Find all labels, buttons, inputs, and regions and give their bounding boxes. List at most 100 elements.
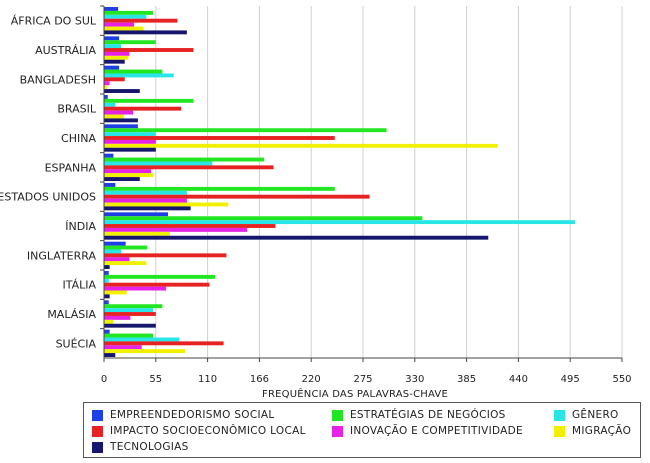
bar bbox=[104, 51, 130, 56]
category-label: ÁFRICA DO SUL bbox=[11, 15, 97, 28]
bar bbox=[104, 198, 187, 203]
legend-swatch bbox=[332, 425, 343, 437]
bar bbox=[104, 290, 127, 295]
bar bbox=[104, 118, 138, 123]
bar bbox=[104, 26, 144, 31]
x-tick-label: 550 bbox=[612, 374, 631, 385]
bar bbox=[104, 173, 153, 178]
x-tick-label: 330 bbox=[405, 374, 424, 385]
bar bbox=[104, 190, 187, 195]
category-label: INGLATERRA bbox=[27, 249, 97, 262]
bar bbox=[104, 206, 191, 211]
bar bbox=[104, 353, 116, 357]
bar bbox=[104, 220, 575, 225]
legend-item: EMPREENDEDORISMO SOCIAL bbox=[92, 409, 275, 421]
bar bbox=[104, 241, 126, 246]
x-tick-label: 110 bbox=[198, 374, 217, 385]
bar bbox=[104, 36, 120, 41]
bar bbox=[104, 147, 156, 152]
bar bbox=[104, 274, 216, 279]
legend-label: ESTRATÉGIAS DE NEGÓCIOS bbox=[350, 409, 506, 421]
bar bbox=[104, 81, 110, 86]
legend-item: GÊNERO bbox=[554, 409, 619, 421]
bar bbox=[104, 132, 156, 137]
bar bbox=[104, 294, 110, 299]
category-label: BRASIL bbox=[57, 103, 96, 116]
bar bbox=[104, 7, 119, 11]
bar bbox=[104, 30, 187, 35]
bar bbox=[104, 308, 153, 313]
legend-label: IMPACTO SOCIOECONÔMICO LOCAL bbox=[110, 425, 306, 437]
bar bbox=[104, 349, 185, 354]
x-tick-label: 440 bbox=[509, 374, 528, 385]
bar bbox=[104, 257, 130, 262]
x-tick-label: 0 bbox=[101, 374, 107, 385]
legend-swatch bbox=[92, 425, 103, 437]
bar bbox=[104, 89, 140, 93]
bar bbox=[104, 333, 153, 338]
bar bbox=[104, 202, 229, 207]
bar bbox=[104, 329, 110, 334]
bar bbox=[104, 128, 387, 133]
bar bbox=[104, 73, 174, 78]
bar bbox=[104, 161, 213, 166]
bar bbox=[104, 304, 163, 309]
legend-swatch bbox=[92, 441, 103, 453]
legend-item: INOVAÇÃO E COMPETITIVIDADE bbox=[332, 425, 523, 437]
chart-legend: EMPREENDEDORISMO SOCIAL ESTRATÉGIAS DE N… bbox=[83, 402, 641, 458]
x-tick-labels: 0 55 110 166 220 275 330 385 440 495 550 bbox=[101, 374, 632, 385]
category-label: ITÁLIA bbox=[62, 279, 96, 292]
bar bbox=[104, 315, 131, 320]
bar bbox=[104, 249, 121, 254]
bar bbox=[104, 85, 107, 90]
bar bbox=[104, 253, 227, 258]
bar-chart: 0 55 110 166 220 275 330 385 440 495 550 ÁFRICA DO… bbox=[0, 5, 632, 400]
bar bbox=[104, 77, 125, 82]
x-tick-label: 55 bbox=[149, 374, 162, 385]
bar bbox=[104, 14, 147, 19]
bar bbox=[104, 319, 114, 324]
legend-swatch bbox=[554, 425, 565, 437]
bar bbox=[104, 59, 125, 64]
bar bbox=[104, 341, 224, 346]
legend-label: GÊNERO bbox=[572, 409, 619, 421]
x-tick-label: 220 bbox=[302, 374, 321, 385]
bar bbox=[104, 231, 170, 236]
bar bbox=[104, 183, 116, 187]
bar bbox=[104, 271, 109, 275]
bar bbox=[104, 337, 180, 342]
bar bbox=[104, 102, 116, 107]
chart-bars bbox=[104, 7, 575, 357]
bar bbox=[104, 18, 178, 23]
legend-label: EMPREENDEDORISMO SOCIAL bbox=[110, 409, 275, 421]
bar bbox=[104, 124, 138, 129]
bar bbox=[104, 65, 120, 70]
bar bbox=[104, 95, 108, 99]
chart-axes bbox=[100, 5, 623, 362]
category-label: SUÉCIA bbox=[56, 337, 97, 350]
bar bbox=[104, 345, 142, 350]
bar bbox=[104, 69, 163, 74]
bar bbox=[104, 227, 248, 232]
bar bbox=[104, 224, 276, 228]
bar bbox=[104, 212, 169, 217]
legend-label: MIGRAÇÃO bbox=[572, 425, 632, 437]
legend-item: ESTRATÉGIAS DE NEGÓCIOS bbox=[332, 409, 506, 421]
x-tick-label: 385 bbox=[457, 374, 476, 385]
bar bbox=[104, 40, 156, 45]
legend-swatch bbox=[92, 409, 103, 421]
bar bbox=[104, 157, 265, 162]
bar bbox=[104, 245, 148, 250]
bar bbox=[104, 136, 335, 140]
bar bbox=[104, 110, 134, 115]
bar bbox=[104, 114, 124, 119]
bar bbox=[104, 323, 156, 328]
category-label: ESTADOS UNIDOS bbox=[0, 191, 96, 204]
legend-label: INOVAÇÃO E COMPETITIVIDADE bbox=[350, 425, 523, 437]
bar bbox=[104, 106, 182, 111]
legend-item: IMPACTO SOCIOECONÔMICO LOCAL bbox=[92, 425, 306, 437]
bar bbox=[104, 44, 121, 49]
bar bbox=[104, 98, 194, 103]
legend-label: TECNOLOGIAS bbox=[110, 441, 189, 453]
bar bbox=[104, 169, 152, 174]
